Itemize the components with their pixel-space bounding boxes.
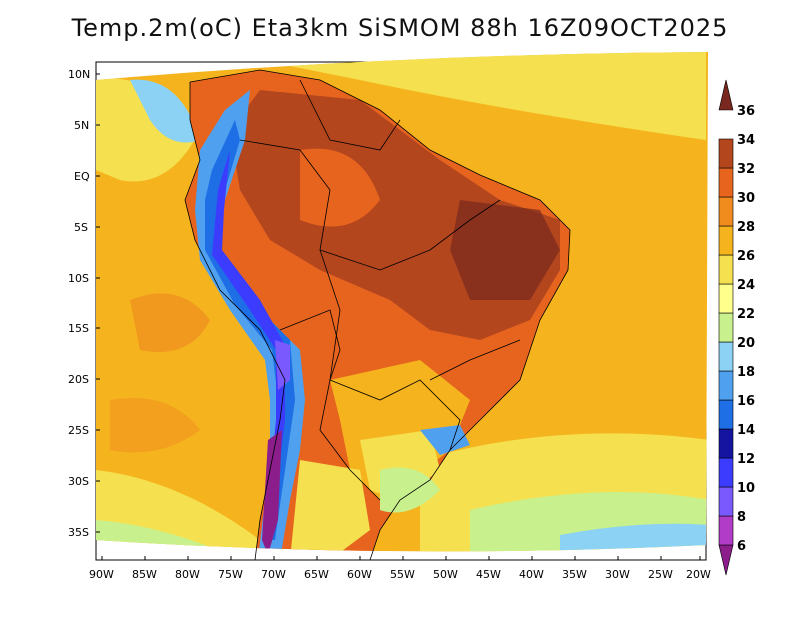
colorbar-arrow-low [718, 544, 734, 576]
colorbar-label: 34 [737, 133, 755, 148]
colorbar: 6 8 10 12 14 16 18 20 22 24 26 28 30 32 34 36 [718, 79, 755, 576]
temperature-field [96, 52, 708, 552]
colorbar-swatch [718, 167, 734, 198]
colorbar-label: 26 [737, 249, 755, 264]
longitude-axis: 90W 85W 80W 75W 70W 65W 60W 55W 50W 45W … [89, 556, 711, 581]
colorbar-swatch [718, 370, 734, 401]
lon-label: 65W [304, 568, 329, 581]
colorbar-swatch [718, 515, 734, 546]
lat-label: 5S [74, 221, 88, 234]
colorbar-swatch [718, 283, 734, 314]
colorbar-swatch [718, 312, 734, 343]
lon-label: 45W [476, 568, 501, 581]
lon-label: 75W [218, 568, 243, 581]
lon-label: 55W [390, 568, 415, 581]
colorbar-label: 32 [737, 162, 755, 177]
lat-label: 25S [68, 424, 89, 437]
lon-label: 40W [519, 568, 544, 581]
lat-label: 5N [74, 119, 89, 132]
colorbar-swatch [718, 225, 734, 256]
colorbar-label: 22 [737, 307, 755, 322]
political-boundaries [184, 69, 571, 561]
colorbar-label: 30 [737, 191, 755, 206]
colorbar-label: 36 [737, 104, 755, 119]
colorbar-arrow-high [718, 79, 734, 111]
lon-label: 25W [648, 568, 673, 581]
lat-label: 30S [68, 475, 89, 488]
lon-label: 35W [562, 568, 587, 581]
lon-label: 50W [433, 568, 458, 581]
colorbar-label: 6 [737, 539, 746, 554]
lon-label: 30W [605, 568, 630, 581]
lat-label: 35S [68, 526, 89, 539]
lat-label: EQ [74, 170, 90, 183]
colorbar-swatch [718, 138, 734, 169]
colorbar-label: 24 [737, 278, 755, 293]
lat-label: 15S [68, 322, 89, 335]
lon-label: 60W [347, 568, 372, 581]
latitude-axis: 10N 5N EQ 5S 10S 15S 20S 25S 30S 35S [68, 68, 100, 539]
lat-label: 10N [68, 68, 90, 81]
colorbar-label: 16 [737, 394, 755, 409]
colorbar-label: 20 [737, 336, 755, 351]
lon-label: 85W [132, 568, 157, 581]
colorbar-label: 12 [737, 452, 755, 467]
colorbar-label: 10 [737, 481, 755, 496]
colorbar-swatch [718, 196, 734, 227]
colorbar-swatch [718, 399, 734, 430]
colorbar-swatch [718, 341, 734, 372]
colorbar-swatch [718, 486, 734, 517]
map-title: Temp.2m(oC) Eta3km SiSMOM 88h 16Z09OCT20… [71, 14, 729, 42]
colorbar-label: 18 [737, 365, 755, 380]
colorbar-swatch [718, 254, 734, 285]
colorbar-label: 28 [737, 220, 755, 235]
lon-label: 90W [89, 568, 114, 581]
colorbar-swatch [718, 457, 734, 488]
lat-label: 20S [68, 373, 89, 386]
lon-label: 80W [175, 568, 200, 581]
colorbar-label: 8 [737, 510, 746, 525]
lon-label: 70W [261, 568, 286, 581]
colorbar-label: 14 [737, 423, 755, 438]
colorbar-swatch [718, 428, 734, 459]
lat-label: 10S [68, 272, 89, 285]
lon-label: 20W [686, 568, 711, 581]
